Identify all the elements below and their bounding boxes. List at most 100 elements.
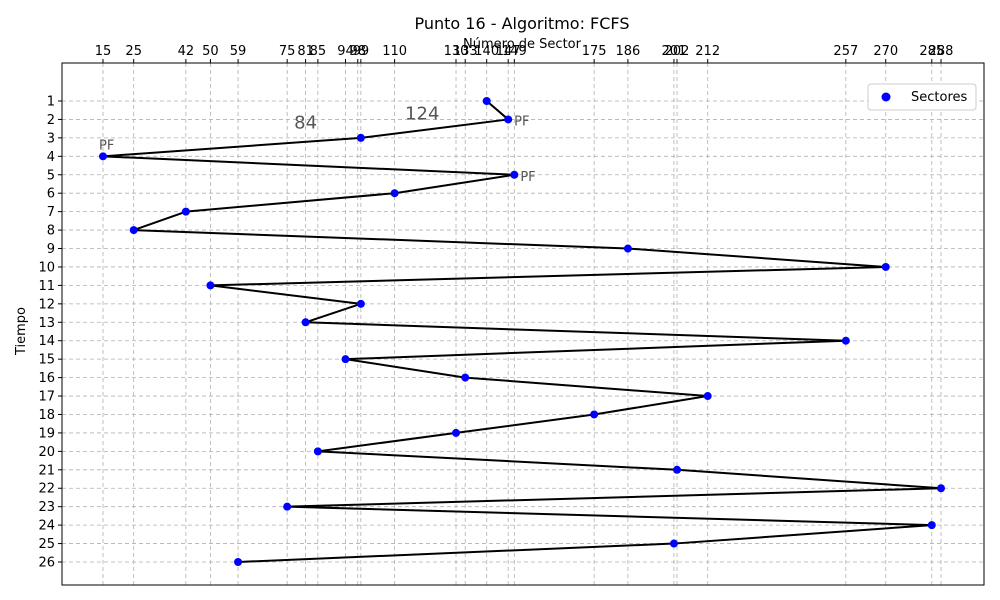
seek-segment [287,487,942,508]
x-tick-label: 202 [665,44,690,59]
x-tick-label: 175 [582,44,607,59]
x-tick-label: 270 [873,44,898,59]
sector-point [234,558,243,566]
y-tick-label: 7 [47,205,55,220]
y-tick-label: 19 [38,426,55,441]
grid [62,63,984,585]
y-tick-label: 22 [38,482,55,497]
y-tick-label: 11 [38,279,55,294]
seek-segment [305,321,846,342]
seek-segment [102,155,515,176]
sector-point [927,521,936,530]
legend-box [867,83,977,111]
x-tick-label: 212 [695,44,720,59]
x-tick-label: 257 [833,44,858,59]
seek-segment [210,284,361,305]
seek-segment [676,468,942,490]
sector-point [99,152,107,161]
y-tick-label: 17 [38,390,55,405]
sector-point [881,262,890,271]
seek-segment [317,450,678,471]
x-tick-label: 85 [310,44,327,59]
x-tick-label: 15 [95,44,112,59]
seek-segment [360,118,509,139]
x-tick-label: 42 [178,44,195,59]
y-tick-label: 20 [38,445,55,460]
seek-segment [102,136,361,158]
x-tick-label: 59 [230,44,247,59]
x-tick-label: 50 [202,44,219,59]
y-tick-label: 26 [38,556,55,571]
legend-marker [881,92,891,102]
x-axis-label: Número de Sector [463,37,582,52]
x-tick-label: 149 [502,44,527,59]
x-tick-label: 201 [662,44,687,59]
sector-point [452,428,461,437]
y-tick-label: 23 [38,500,55,515]
x-tick-label: 130 [444,44,469,59]
x-tick-label: 140 [474,44,499,59]
x-tick-label: 186 [615,44,640,59]
seek-segment [305,302,362,324]
sector-point [703,392,712,401]
y-tick-label: 18 [38,408,55,423]
seek-segment [287,505,932,527]
seek-segment [593,395,708,416]
sector-point [341,355,350,364]
annotation-label: PF [520,170,535,185]
sector-point [841,336,850,345]
plot-frame [61,62,985,586]
sector-point [181,207,190,216]
x-tick-label: 98 [350,44,367,59]
sector-point [301,318,310,327]
data-points [99,97,945,566]
x-tick-label: 81 [297,44,314,59]
sector-point [206,281,215,290]
sector-point [504,115,513,124]
y-tick-label: 25 [38,537,55,552]
y-tick-label: 12 [38,297,55,312]
x-tick-label: 147 [496,44,521,59]
seek-segment [238,542,674,563]
y-tick-label: 9 [47,242,55,257]
sector-point [623,244,632,253]
sector-point [356,299,365,308]
sector-point [482,97,491,105]
y-tick-label: 13 [38,316,55,331]
legend-label-sectores: Sectores [911,90,968,105]
seek-segment [455,413,595,434]
sector-point [356,133,365,142]
annotations: PF PF PF 84 124 [99,103,536,184]
sector-point [461,373,470,382]
seek-segment [133,210,187,232]
y-tick-label: 4 [47,150,55,165]
y-tick-label: 2 [47,113,55,128]
x-tick-label: 285 [919,44,944,59]
y-tick-label: 8 [47,224,55,239]
y-tick-label: 16 [38,371,55,386]
sector-point [510,170,519,179]
annotation-label: 124 [405,103,439,124]
y-tick-label: 14 [38,334,55,349]
annotation-label: PF [514,114,529,129]
y-tick-label: 6 [47,187,55,202]
sector-point [937,484,945,493]
seek-segment [133,229,628,250]
sector-point [669,539,678,548]
chart-title: Punto 16 - Algoritmo: FCFS [414,14,629,33]
seek-path [102,100,942,563]
y-axis-label: Tiempo [14,307,29,356]
sector-point [129,226,138,235]
seek-segment [673,524,932,545]
x-tick-label: 133 [453,44,478,59]
seek-segment [345,339,846,361]
y-tick-label: 5 [47,168,55,183]
seek-segment [185,192,395,213]
y-tick-label: 10 [38,260,55,275]
x-tick-label: 94 [337,44,354,59]
legend: Sectores [867,83,977,111]
y-tick-label: 21 [38,463,55,478]
y-ticks: 1234567891011121314151617181920212223242… [38,95,62,571]
